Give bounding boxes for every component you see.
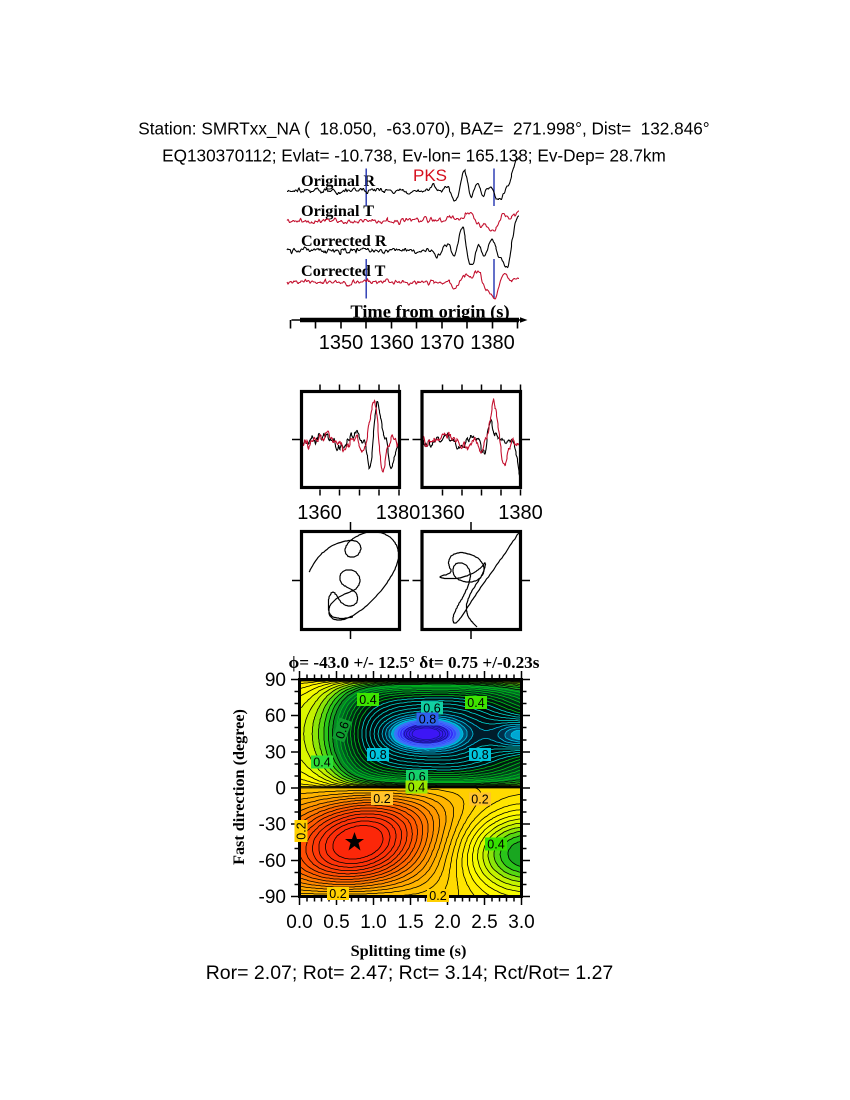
svg-text:-90: -90 (259, 887, 286, 908)
svg-text:1380: 1380 (376, 502, 421, 524)
svg-text:3.0: 3.0 (508, 912, 534, 933)
svg-text:Time from origin (s): Time from origin (s) (350, 302, 509, 323)
svg-text:1.0: 1.0 (360, 912, 386, 933)
svg-text:0.2: 0.2 (295, 822, 309, 839)
svg-text:0.6: 0.6 (333, 720, 352, 741)
svg-text:0.4: 0.4 (313, 756, 330, 770)
svg-text:Fast direction (degree): Fast direction (degree) (230, 709, 248, 865)
svg-text:ϕ= -43.0 +/- 12.5° δt= 0.75 +/: ϕ= -43.0 +/- 12.5° δt= 0.75 +/-0.23s (289, 653, 540, 672)
svg-text:30: 30 (265, 743, 286, 764)
svg-text:2.5: 2.5 (471, 912, 497, 933)
svg-text:0.5: 0.5 (323, 912, 349, 933)
svg-text:EQ130370112; Evlat= -10.738, E: EQ130370112; Evlat= -10.738, Ev-lon= 165… (162, 146, 666, 166)
svg-text:1380: 1380 (498, 502, 543, 524)
svg-text:0.2: 0.2 (429, 889, 446, 903)
svg-text:PKS: PKS (413, 166, 447, 185)
svg-text:0.4: 0.4 (487, 838, 504, 852)
svg-text:Original R: Original R (301, 172, 376, 190)
svg-text:-30: -30 (259, 815, 286, 836)
svg-text:1370: 1370 (420, 332, 465, 354)
svg-text:-60: -60 (259, 851, 286, 872)
svg-text:Original T: Original T (301, 202, 374, 220)
svg-text:1.5: 1.5 (397, 912, 423, 933)
svg-text:0: 0 (275, 779, 286, 800)
svg-text:0.4: 0.4 (408, 781, 425, 795)
svg-text:0.4: 0.4 (467, 696, 484, 710)
svg-text:0.0: 0.0 (286, 912, 312, 933)
svg-text:2.0: 2.0 (434, 912, 460, 933)
svg-text:1360: 1360 (297, 502, 342, 524)
svg-text:0.6: 0.6 (423, 702, 440, 716)
svg-text:1350: 1350 (319, 332, 364, 354)
svg-text:Ror= 2.07; Rot= 2.47; Rct= 3.1: Ror= 2.07; Rot= 2.47; Rct= 3.14; Rct/Rot… (206, 962, 614, 984)
svg-text:0.2: 0.2 (329, 887, 346, 901)
svg-text:0.8: 0.8 (419, 713, 436, 727)
svg-text:0.2: 0.2 (373, 792, 390, 806)
svg-text:Corrected R: Corrected R (301, 232, 387, 250)
svg-text:Corrected T: Corrected T (301, 262, 386, 280)
svg-text:0.2: 0.2 (471, 793, 488, 807)
svg-text:Station: SMRTxx_NA ( 18.050,: Station: SMRTxx_NA ( 18.050, -63.070), B… (138, 119, 709, 139)
svg-text:1380: 1380 (470, 332, 515, 354)
svg-text:1360: 1360 (369, 332, 414, 354)
svg-text:Splitting time (s): Splitting time (s) (351, 941, 467, 960)
svg-text:0.8: 0.8 (471, 748, 488, 762)
svg-text:90: 90 (265, 670, 286, 691)
svg-text:1360: 1360 (420, 502, 465, 524)
svg-text:60: 60 (265, 706, 286, 727)
svg-text:0.8: 0.8 (369, 748, 386, 762)
svg-text:0.4: 0.4 (359, 693, 376, 707)
